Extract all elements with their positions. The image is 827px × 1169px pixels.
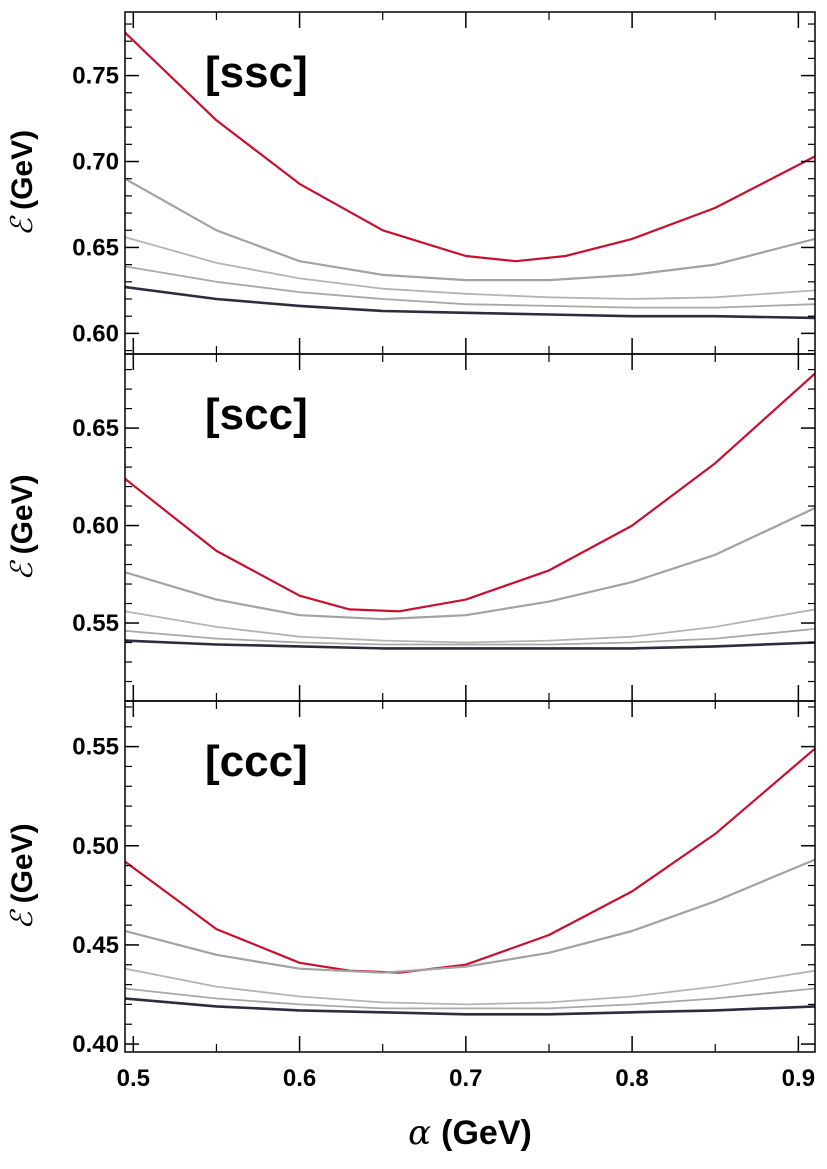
series-line-2 [125, 236, 815, 300]
series-group [125, 747, 815, 1016]
y-axis-label: ℰ (GeV) [5, 130, 40, 236]
y-axis-unit: (GeV) [6, 823, 39, 903]
x-tick-label: 0.9 [782, 1065, 815, 1092]
y-axis-unit: (GeV) [6, 474, 39, 554]
y-tick-label: 0.45 [72, 932, 119, 959]
y-axis-label: ℰ (GeV) [5, 474, 40, 580]
panel-title: [ssc] [205, 48, 308, 97]
x-axis-label: α (GeV) [408, 1113, 532, 1153]
x-tick-label: 0.8 [615, 1065, 648, 1092]
y-axis-label: ℰ (GeV) [5, 823, 40, 929]
y-axis-unit: (GeV) [6, 130, 39, 210]
x-axis-unit: (GeV) [441, 1114, 532, 1152]
series-line-3 [125, 628, 815, 646]
y-tick-label: 0.75 [72, 63, 119, 90]
y-tick-label: 0.40 [72, 1031, 119, 1058]
panel-2: 0.40 0.45 0.50 0.55 [ccc] ℰ (GeV) [5, 700, 816, 1058]
panel-title: [ccc] [205, 737, 308, 786]
panel-0: 0.60 0.65 0.70 0.75 [ssc] ℰ (GeV) [5, 11, 816, 355]
series-line-3 [125, 265, 815, 309]
series-line-2 [125, 967, 815, 1006]
y-tick-label: 0.50 [72, 833, 119, 860]
series-line-4 [125, 997, 815, 1016]
y-tick-label: 0.60 [72, 513, 119, 540]
y-tick-label: 0.70 [72, 149, 119, 176]
series-line-3 [125, 987, 815, 1010]
x-tick-label: 0.6 [283, 1065, 316, 1092]
y-tick-label: 0.55 [72, 610, 119, 637]
panels-layer: 0.60 0.65 0.70 0.75 [ssc] ℰ (GeV) 0.55 0.60 0.65 [… [5, 11, 816, 1092]
y-axis-symbol: ℰ [5, 215, 40, 236]
series-line-0 [125, 31, 815, 263]
panel-title: [scc] [205, 390, 308, 439]
y-tick-label: 0.65 [72, 415, 119, 442]
panel-frame [124, 700, 816, 1053]
y-tick-label: 0.55 [72, 734, 119, 761]
series-line-0 [125, 372, 815, 613]
y-axis-symbol: ℰ [5, 560, 40, 581]
series-line-1 [125, 177, 815, 282]
y-tick-label: 0.65 [72, 234, 119, 261]
x-tick-label: 0.5 [117, 1065, 150, 1092]
series-line-4 [125, 285, 815, 320]
y-tick-label: 0.60 [72, 320, 119, 347]
series-line-4 [125, 639, 815, 650]
series-line-2 [125, 608, 815, 644]
series-group [125, 372, 815, 650]
y-axis-symbol: ℰ [5, 909, 40, 930]
x-axis-symbol: α [408, 1113, 431, 1153]
x-tick-label: 0.7 [449, 1065, 482, 1092]
series-line-1 [125, 858, 815, 974]
series-group [125, 31, 815, 320]
panel-1: 0.55 0.60 0.65 [scc] ℰ (GeV) [5, 353, 816, 702]
series-line-1 [125, 506, 815, 621]
